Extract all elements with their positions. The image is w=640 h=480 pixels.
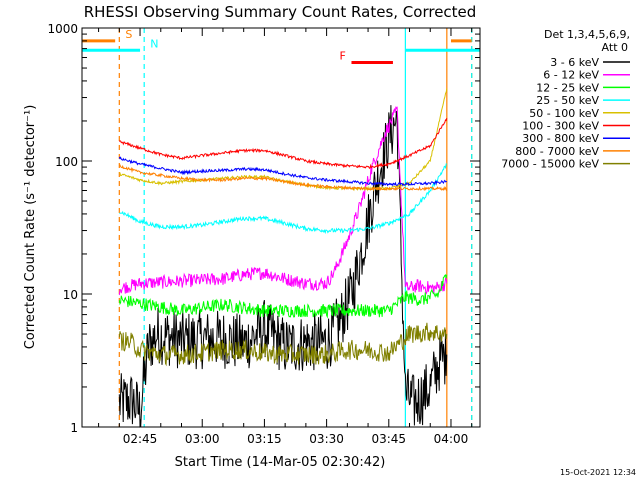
chart-title: RHESSI Observing Summary Count Rates, Co… (84, 3, 477, 21)
legend-label-3: 25 - 50 keV (536, 94, 599, 107)
x-tick-label-5: 04:00 (434, 432, 469, 446)
x-tick-label-3: 03:30 (309, 432, 344, 446)
legend-label-0: 3 - 6 keV (550, 56, 599, 69)
y-tick-label-3: 1000 (47, 22, 78, 36)
series-line-2 (118, 274, 448, 319)
annotation-label-S: S (125, 28, 132, 41)
axes: 02:45 03:00 03:15 03:30 03:45 04:00 1 10 100 1000 (47, 22, 480, 446)
legend-label-8: 7000 - 15000 keV (501, 158, 599, 171)
legend-label-2: 12 - 25 keV (536, 81, 599, 94)
series-line-5 (118, 117, 448, 169)
footer-timestamp: 15-Oct-2021 12:34 (560, 468, 636, 477)
legend-label-4: 50 - 100 keV (529, 107, 599, 120)
annotation-label-N: N (150, 37, 158, 50)
x-axis-label: Start Time (14-Mar-05 02:30:42) (175, 455, 386, 470)
x-tick-label-1: 03:00 (185, 432, 220, 446)
series-line-1 (118, 106, 448, 296)
legend-label-5: 100 - 300 keV (522, 120, 599, 133)
x-tick-label-0: 02:45 (123, 432, 158, 446)
y-axis-label: Corrected Count Rate (s⁻¹ detector⁻¹) (23, 105, 38, 350)
legend-header-line1: Det 1,3,4,5,6,9, (544, 28, 630, 41)
series-line-3 (119, 163, 447, 235)
y-tick-label-0: 1 (70, 421, 78, 435)
y-tick-label-2: 100 (55, 155, 78, 169)
annotation-label-F: F (339, 50, 345, 63)
y-tick-label-1: 10 (63, 288, 78, 302)
legend-label-6: 300 - 800 keV (522, 132, 599, 145)
legend-label-1: 6 - 12 keV (543, 69, 599, 82)
series-line-0 (118, 105, 448, 428)
legend-label-7: 800 - 7000 keV (515, 145, 599, 158)
series-line-7 (118, 163, 448, 192)
annotation-bars: S N F (82, 28, 480, 65)
series-line-6 (118, 156, 447, 187)
series-line-8 (118, 322, 448, 367)
series-lines (118, 88, 448, 428)
legend-header-line2: Att 0 (602, 41, 628, 54)
plot-frame (81, 27, 481, 428)
x-tick-label-2: 03:15 (247, 432, 282, 446)
x-tick-label-4: 03:45 (371, 432, 406, 446)
